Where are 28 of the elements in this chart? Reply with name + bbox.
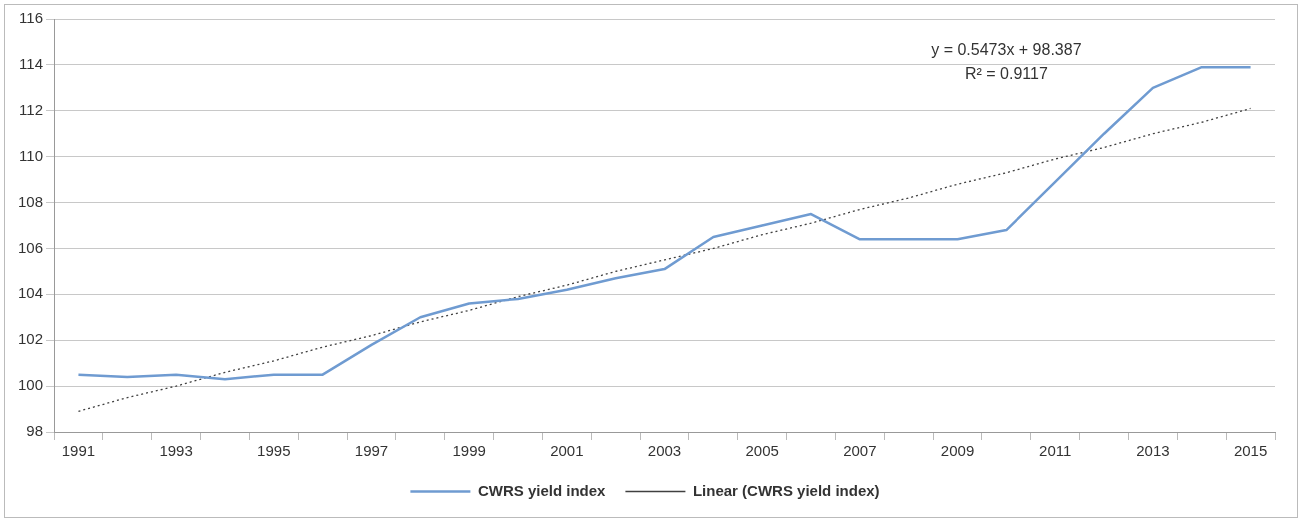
- legend-label: Linear (CWRS yield index): [692, 481, 880, 499]
- x-tick-label: 1997: [354, 442, 389, 460]
- x-tick-label: 2015: [1233, 442, 1268, 460]
- y-tick-label: 112: [19, 100, 44, 118]
- x-tick-label: 2009: [940, 442, 975, 460]
- x-tick-label: 2007: [843, 442, 877, 460]
- x-tick-label: 2005: [745, 442, 779, 460]
- annotation: y = 0.5473x + 98.387: [931, 41, 1082, 59]
- y-tick-label: 116: [19, 9, 44, 27]
- y-tick-label: 106: [18, 238, 44, 256]
- x-tick-label: 1991: [61, 442, 96, 460]
- x-tick-label: 1995: [257, 442, 291, 460]
- annotation: R² = 0.9117: [964, 65, 1048, 83]
- y-tick-label: 100: [18, 376, 44, 394]
- x-tick-label: 1993: [159, 442, 193, 460]
- y-tick-label: 98: [26, 422, 44, 440]
- y-tick-label: 104: [18, 284, 44, 302]
- legend-label: CWRS yield index: [477, 481, 607, 499]
- x-tick-label: 2003: [647, 442, 682, 460]
- x-tick-label: 1999: [452, 442, 486, 460]
- y-tick-label: 110: [19, 146, 44, 164]
- x-tick-label: 2013: [1136, 442, 1170, 460]
- y-tick-label: 114: [19, 55, 44, 73]
- y-tick-label: 102: [18, 330, 44, 348]
- x-tick-label: 2001: [550, 442, 584, 460]
- line-series: [77, 107, 1252, 412]
- x-tick-label: 2011: [1039, 442, 1072, 460]
- y-tick-label: 108: [18, 192, 44, 210]
